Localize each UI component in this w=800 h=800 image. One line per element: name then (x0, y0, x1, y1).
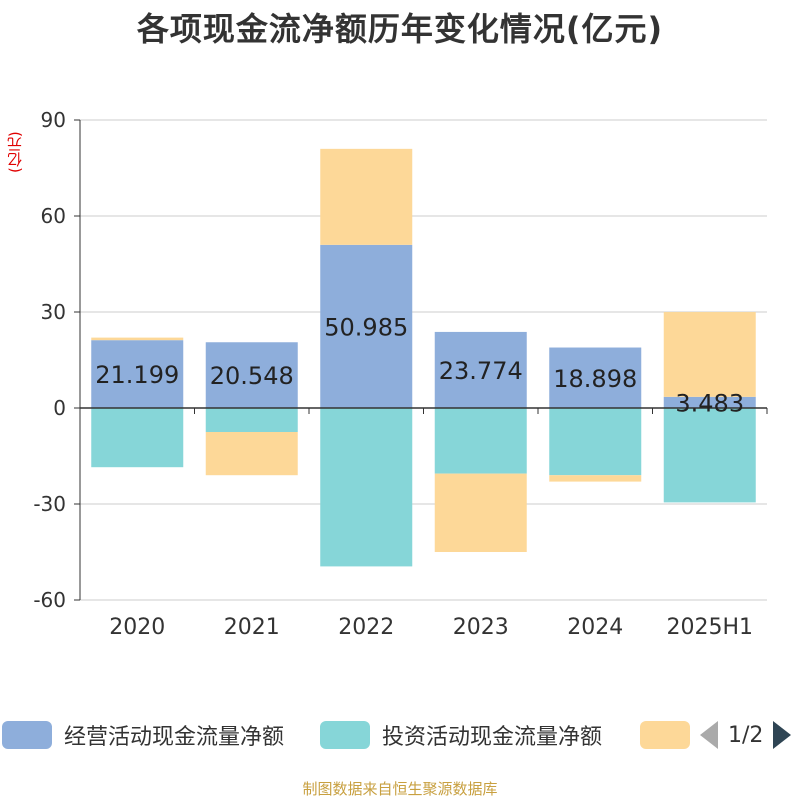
x-tick-label: 2025H1 (666, 615, 753, 640)
data-label: 3.483 (675, 389, 744, 417)
chart-plot: -60 -30 0 30 60 90 2020 2021 2022 2023 2024 2025H1 2… (33, 108, 768, 640)
data-label: 21.199 (95, 361, 179, 389)
legend-swatch-investing (320, 721, 370, 749)
bar-series2-2021 (205, 408, 298, 432)
data-label: 18.898 (553, 365, 637, 393)
data-label: 50.985 (324, 313, 408, 341)
legend-item-third[interactable] (640, 720, 690, 750)
bar-series1-2021 (205, 342, 298, 408)
bar-series1-2020 (91, 340, 184, 408)
bar-series1-2024 (549, 347, 642, 408)
bar-series1-2025H1 (663, 396, 756, 408)
bar-series1-2023 (434, 331, 527, 408)
x-tick-label: 2021 (224, 615, 280, 640)
legend-swatch-operating (2, 721, 52, 749)
legend-item-investing[interactable]: 投资活动现金流量净额 (320, 720, 602, 750)
x-tick-label: 2024 (567, 615, 623, 640)
legend-page-indicator: 1/2 (728, 722, 764, 748)
chart-title: 各项现金流净额历年变化情况(亿元) (136, 10, 664, 48)
y-tick-label: -30 (33, 492, 66, 516)
legend-next-arrow-icon[interactable] (773, 721, 792, 749)
legend-swatch-third (640, 721, 690, 749)
bar-series2-2020 (91, 408, 184, 468)
legend-label-operating: 经营活动现金流量净额 (64, 725, 285, 750)
bar-series3-2020 (91, 337, 184, 341)
bar-series3-2021 (205, 432, 298, 476)
x-tick-label: 2022 (338, 615, 394, 640)
source-footer: 制图数据来自恒生聚源数据库 (302, 780, 498, 798)
legend-prev-arrow-icon[interactable] (700, 721, 718, 749)
bar-series3-2025H1 (663, 312, 756, 397)
bar-series3-2023 (434, 473, 527, 552)
legend-pager: 1/2 (700, 720, 792, 750)
y-tick-label: 0 (53, 396, 66, 420)
bar-series2-2024 (549, 408, 642, 476)
legend-item-operating[interactable]: 经营活动现金流量净额 (2, 720, 284, 750)
legend: 经营活动现金流量净额 投资活动现金流量净额 1/2 (0, 714, 800, 754)
bar-series2-2022 (320, 408, 413, 567)
bar-series1-2022 (320, 244, 413, 408)
bar-series2-2023 (434, 408, 527, 474)
legend-label-investing: 投资活动现金流量净额 (382, 725, 603, 750)
data-label: 23.774 (439, 357, 523, 385)
y-tick-label: 90 (41, 108, 66, 132)
bar-series3-2022 (320, 148, 413, 245)
bar-series2-2025H1 (663, 408, 756, 503)
data-label: 20.548 (210, 362, 294, 390)
y-tick-label: -60 (33, 588, 66, 612)
y-tick-label: 60 (41, 204, 66, 228)
x-tick-label: 2023 (453, 615, 509, 640)
x-tick-label: 2020 (109, 615, 165, 640)
y-tick-label: 30 (41, 300, 66, 324)
bar-series3-2024 (549, 475, 642, 482)
